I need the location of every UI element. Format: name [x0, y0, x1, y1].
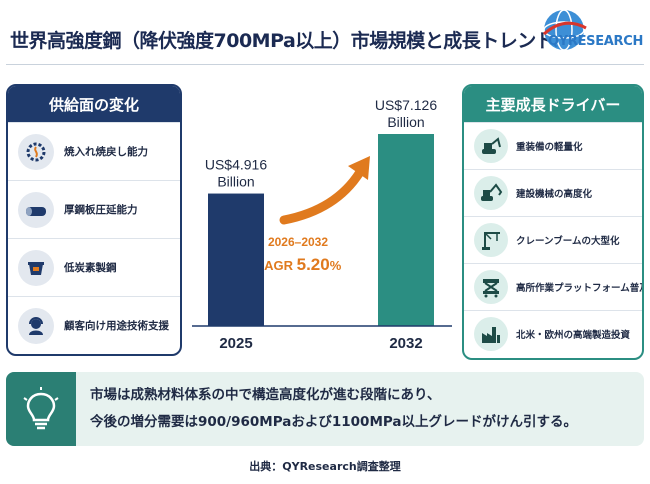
- category-label-2025: 2025: [219, 335, 252, 352]
- driver-item: 重装備の軽量化: [464, 122, 642, 169]
- lightbulb-icon: [6, 372, 76, 446]
- growth-arrow: [279, 167, 365, 225]
- value-label-2025-2: Billion: [217, 174, 254, 190]
- driver-item: 建設機械の高度化: [464, 169, 642, 216]
- cagr-range-label: 2026–2032: [268, 235, 328, 249]
- supply-item-label: 厚鋼板圧延能力: [64, 204, 138, 216]
- crane-icon: [474, 223, 508, 257]
- qyresearch-logo: QYRESEARCH: [528, 6, 646, 58]
- aerial-platform-icon: [474, 270, 508, 304]
- factory-icon: [474, 317, 508, 351]
- support-headset-icon: [18, 307, 54, 344]
- excavator-icon: [474, 129, 508, 163]
- construction-machine-icon: [474, 176, 508, 210]
- cagr-unit: %: [330, 258, 342, 273]
- cagr-prefix: CAGR: [255, 258, 297, 273]
- bar-2032: [378, 134, 434, 326]
- page-title: 世界高強度鋼（降伏強度700MPa以上）市場規模と成長トレンド: [10, 30, 555, 52]
- header-divider: [6, 64, 644, 65]
- driver-item: 北米・欧州の高端製造投資: [464, 310, 642, 357]
- bar-2025: [208, 193, 264, 326]
- cagr-label: CAGR 5.20%: [255, 255, 342, 274]
- driver-item-label: 重装備の軽量化: [516, 142, 583, 153]
- supply-panel: 供給面の変化 焼入れ焼戻し能力 厚鋼板圧延能力 低炭素製鋼 顧客向け用途技術支援: [6, 84, 182, 356]
- supply-item-label: 低炭素製鋼: [64, 262, 117, 274]
- supply-item: 厚鋼板圧延能力: [8, 180, 180, 238]
- summary-text: 市場は成熟材料体系の中で構造高度化が進む段階にあり、 今後の増分需要は900/9…: [90, 382, 636, 436]
- supply-item-label: 焼入れ焼戻し能力: [64, 146, 148, 158]
- driver-item-label: クレーンブームの大型化: [516, 236, 620, 247]
- cagr-value: 5.20: [297, 255, 330, 274]
- value-label-2032-1: US$7.126: [375, 97, 437, 113]
- driver-item-label: 高所作業プラットフォーム普及: [516, 283, 644, 294]
- supply-item: 顧客向け用途技術支援: [8, 296, 180, 354]
- value-label-2032-2: Billion: [387, 114, 424, 130]
- supply-item: 低炭素製鋼: [8, 238, 180, 296]
- summary-line-1: 市場は成熟材料体系の中で構造高度化が進む段階にあり、: [90, 387, 441, 403]
- steel-roll-icon: [18, 191, 54, 228]
- drivers-panel: 主要成長ドライバー 重装備の軽量化 建設機械の高度化 クレーンブームの大型化 高…: [462, 84, 644, 360]
- ladle-icon: [18, 249, 54, 286]
- growth-arrow-head: [348, 156, 370, 180]
- globe-logo-icon: [542, 9, 587, 51]
- market-size-chart: 2026–2032 CAGR 5.20% US$4.916 Billion 2025…: [186, 84, 458, 370]
- drivers-panel-heading: 主要成長ドライバー: [464, 86, 642, 122]
- driver-item-label: 北米・欧州の高端製造投資: [516, 330, 631, 341]
- category-label-2032: 2032: [389, 335, 422, 352]
- logo-text: QYRESEARCH: [548, 34, 644, 49]
- source-note: 出典：QYResearch調査整理: [249, 460, 401, 473]
- driver-item: 高所作業プラットフォーム普及: [464, 263, 642, 310]
- driver-item: クレーンブームの大型化: [464, 216, 642, 263]
- supply-panel-heading: 供給面の変化: [8, 86, 180, 122]
- driver-item-label: 建設機械の高度化: [516, 189, 593, 200]
- furnace-gear-icon: [18, 133, 54, 170]
- summary-box: 市場は成熟材料体系の中で構造高度化が進む段階にあり、 今後の増分需要は900/9…: [6, 372, 644, 446]
- value-label-2025-1: US$4.916: [205, 157, 267, 173]
- supply-item: 焼入れ焼戻し能力: [8, 122, 180, 180]
- summary-line-2: 今後の増分需要は900/960MPaおよび1100MPa以上グレードがけん引する…: [90, 414, 578, 430]
- bar-chart-svg: 2026–2032 CAGR 5.20% US$4.916Billion2025…: [192, 97, 452, 352]
- supply-item-label: 顧客向け用途技術支援: [64, 320, 169, 332]
